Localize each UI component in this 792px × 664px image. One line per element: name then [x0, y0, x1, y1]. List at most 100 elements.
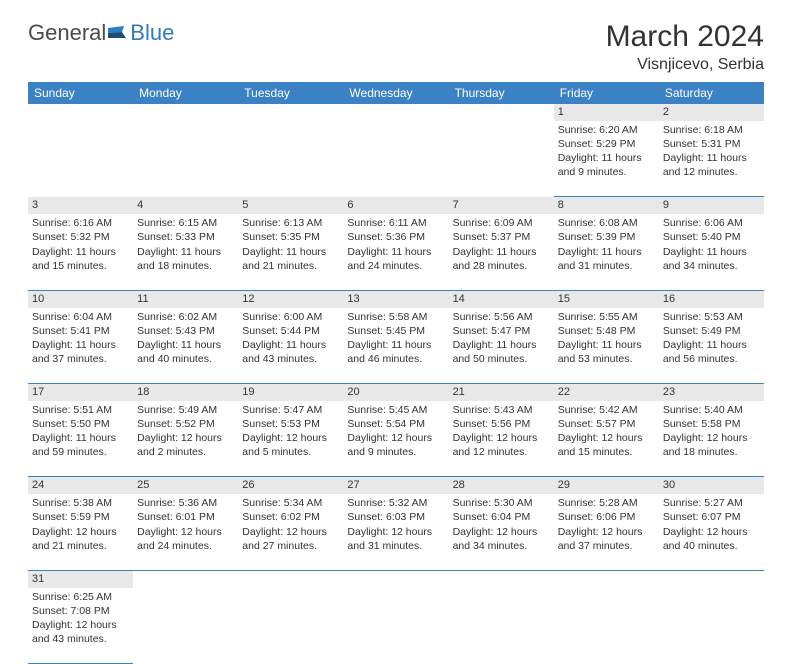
day-number-cell: 13: [343, 290, 448, 307]
day-sunrise: Sunrise: 5:34 AM: [242, 496, 339, 510]
day-number-cell: 8: [554, 197, 659, 214]
day-sunset: Sunset: 5:33 PM: [137, 230, 234, 244]
day-day2: and 31 minutes.: [347, 539, 444, 553]
day-sunset: Sunset: 5:35 PM: [242, 230, 339, 244]
day-number-cell: [554, 570, 659, 587]
day-number-cell: [238, 104, 343, 121]
day-number-cell: [343, 570, 448, 587]
day-day1: Daylight: 12 hours: [32, 618, 129, 632]
day-day2: and 5 minutes.: [242, 445, 339, 459]
daynum-row: 3456789: [28, 197, 764, 214]
weekday-header: Friday: [554, 82, 659, 104]
logo-text-blue: Blue: [130, 20, 174, 46]
day-sunrise: Sunrise: 5:49 AM: [137, 403, 234, 417]
day-day1: Daylight: 12 hours: [347, 431, 444, 445]
day-number-cell: 26: [238, 477, 343, 494]
day-cell: Sunrise: 5:56 AMSunset: 5:47 PMDaylight:…: [449, 308, 554, 384]
day-cell: Sunrise: 6:04 AMSunset: 5:41 PMDaylight:…: [28, 308, 133, 384]
day-day2: and 37 minutes.: [558, 539, 655, 553]
calendar-body: 12Sunrise: 6:20 AMSunset: 5:29 PMDayligh…: [28, 104, 764, 664]
day-sunset: Sunset: 5:54 PM: [347, 417, 444, 431]
day-cell: Sunrise: 6:25 AMSunset: 7:08 PMDaylight:…: [28, 588, 133, 664]
daynum-row: 12: [28, 104, 764, 121]
day-cell: Sunrise: 5:45 AMSunset: 5:54 PMDaylight:…: [343, 401, 448, 477]
day-sunset: Sunset: 5:37 PM: [453, 230, 550, 244]
day-cell: Sunrise: 5:34 AMSunset: 6:02 PMDaylight:…: [238, 494, 343, 570]
month-title: March 2024: [606, 20, 764, 54]
day-day1: Daylight: 11 hours: [32, 431, 129, 445]
day-day1: Daylight: 11 hours: [32, 245, 129, 259]
day-sunset: Sunset: 6:06 PM: [558, 510, 655, 524]
day-number-cell: 6: [343, 197, 448, 214]
day-day2: and 40 minutes.: [137, 352, 234, 366]
weekday-header: Tuesday: [238, 82, 343, 104]
day-cell: [28, 121, 133, 197]
day-day2: and 24 minutes.: [347, 259, 444, 273]
day-cell: Sunrise: 5:30 AMSunset: 6:04 PMDaylight:…: [449, 494, 554, 570]
day-sunrise: Sunrise: 6:18 AM: [663, 123, 760, 137]
day-cell: [238, 588, 343, 664]
day-number-cell: 24: [28, 477, 133, 494]
day-day2: and 12 minutes.: [663, 165, 760, 179]
day-number-cell: 11: [133, 290, 238, 307]
day-sunrise: Sunrise: 5:51 AM: [32, 403, 129, 417]
day-day1: Daylight: 11 hours: [558, 245, 655, 259]
day-number-cell: 14: [449, 290, 554, 307]
day-sunset: Sunset: 5:39 PM: [558, 230, 655, 244]
day-sunrise: Sunrise: 5:42 AM: [558, 403, 655, 417]
day-number-cell: 16: [659, 290, 764, 307]
day-day2: and 59 minutes.: [32, 445, 129, 459]
day-cell: [238, 121, 343, 197]
day-sunrise: Sunrise: 6:00 AM: [242, 310, 339, 324]
day-cell: Sunrise: 5:40 AMSunset: 5:58 PMDaylight:…: [659, 401, 764, 477]
day-sunset: Sunset: 5:36 PM: [347, 230, 444, 244]
weekday-header: Saturday: [659, 82, 764, 104]
day-sunset: Sunset: 6:01 PM: [137, 510, 234, 524]
day-day1: Daylight: 11 hours: [137, 338, 234, 352]
day-number-cell: [133, 104, 238, 121]
day-number-cell: 15: [554, 290, 659, 307]
day-day1: Daylight: 12 hours: [137, 431, 234, 445]
title-block: March 2024 Visnjicevo, Serbia: [606, 20, 764, 74]
day-sunrise: Sunrise: 5:47 AM: [242, 403, 339, 417]
day-cell: [554, 588, 659, 664]
day-day2: and 21 minutes.: [32, 539, 129, 553]
day-day1: Daylight: 11 hours: [242, 245, 339, 259]
day-number-cell: 18: [133, 384, 238, 401]
day-sunrise: Sunrise: 6:13 AM: [242, 216, 339, 230]
day-number-cell: 3: [28, 197, 133, 214]
day-sunrise: Sunrise: 5:40 AM: [663, 403, 760, 417]
day-sunrise: Sunrise: 6:15 AM: [137, 216, 234, 230]
week-row: Sunrise: 6:16 AMSunset: 5:32 PMDaylight:…: [28, 214, 764, 290]
day-cell: Sunrise: 5:32 AMSunset: 6:03 PMDaylight:…: [343, 494, 448, 570]
day-sunset: Sunset: 5:40 PM: [663, 230, 760, 244]
day-sunrise: Sunrise: 5:53 AM: [663, 310, 760, 324]
day-cell: Sunrise: 5:51 AMSunset: 5:50 PMDaylight:…: [28, 401, 133, 477]
day-sunrise: Sunrise: 5:28 AM: [558, 496, 655, 510]
day-sunrise: Sunrise: 5:43 AM: [453, 403, 550, 417]
day-number-cell: 28: [449, 477, 554, 494]
day-cell: Sunrise: 5:55 AMSunset: 5:48 PMDaylight:…: [554, 308, 659, 384]
day-number-cell: 20: [343, 384, 448, 401]
day-sunrise: Sunrise: 5:58 AM: [347, 310, 444, 324]
day-cell: [449, 588, 554, 664]
day-day1: Daylight: 12 hours: [558, 525, 655, 539]
day-cell: [343, 588, 448, 664]
day-sunset: Sunset: 5:49 PM: [663, 324, 760, 338]
daynum-row: 10111213141516: [28, 290, 764, 307]
day-sunrise: Sunrise: 5:38 AM: [32, 496, 129, 510]
day-sunset: Sunset: 5:53 PM: [242, 417, 339, 431]
location: Visnjicevo, Serbia: [606, 56, 764, 74]
day-number-cell: 27: [343, 477, 448, 494]
day-day2: and 46 minutes.: [347, 352, 444, 366]
day-sunset: Sunset: 5:43 PM: [137, 324, 234, 338]
day-day2: and 34 minutes.: [663, 259, 760, 273]
day-cell: Sunrise: 6:16 AMSunset: 5:32 PMDaylight:…: [28, 214, 133, 290]
day-cell: Sunrise: 6:20 AMSunset: 5:29 PMDaylight:…: [554, 121, 659, 197]
day-sunset: Sunset: 5:47 PM: [453, 324, 550, 338]
day-sunset: Sunset: 6:02 PM: [242, 510, 339, 524]
day-day1: Daylight: 11 hours: [347, 338, 444, 352]
day-number-cell: 7: [449, 197, 554, 214]
daynum-row: 24252627282930: [28, 477, 764, 494]
day-sunset: Sunset: 7:08 PM: [32, 604, 129, 618]
